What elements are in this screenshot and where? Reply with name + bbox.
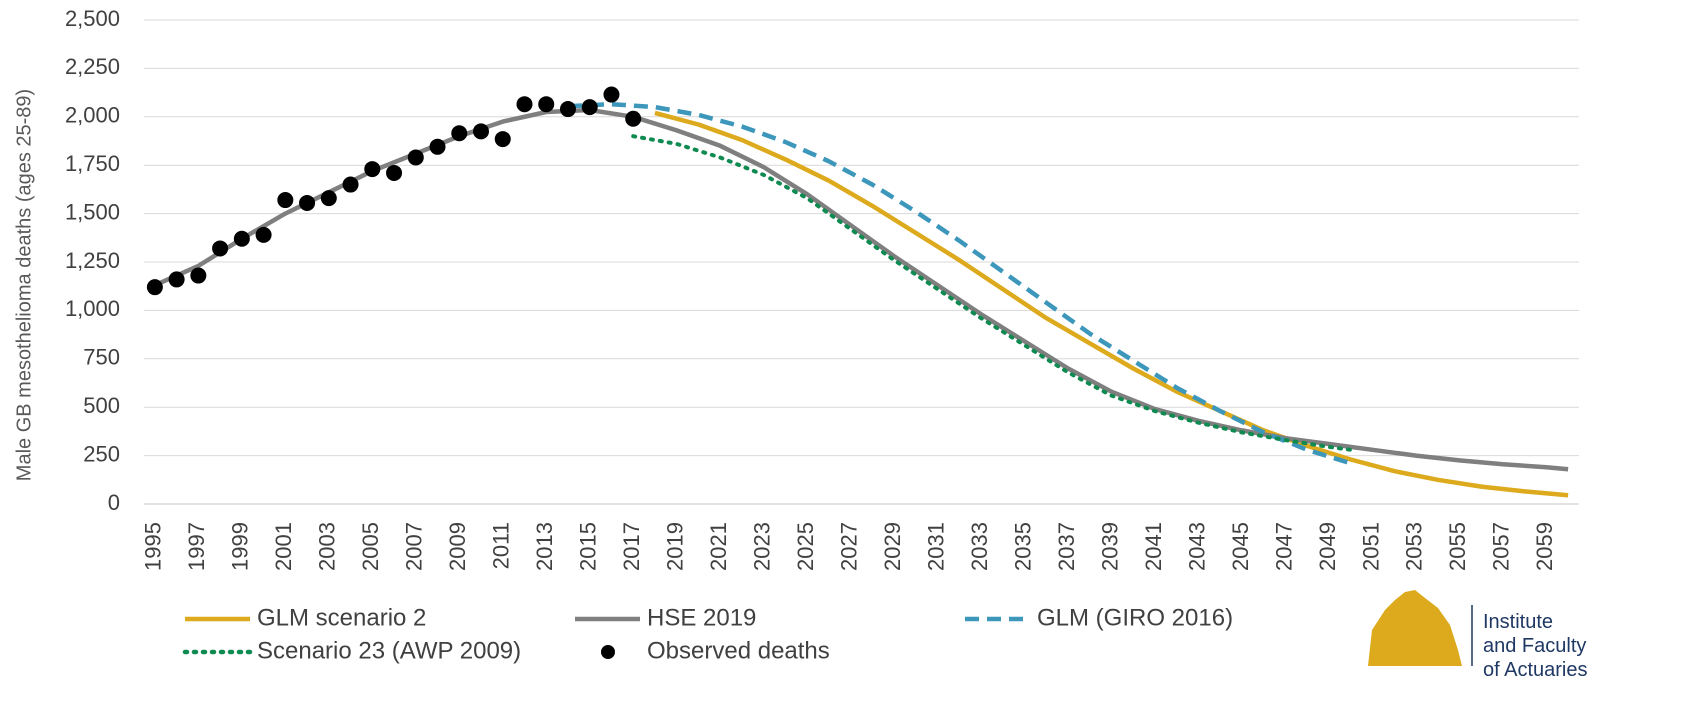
x-tick-label: 2027	[836, 522, 861, 571]
data-point	[212, 240, 229, 257]
legend-label: GLM scenario 2	[257, 604, 426, 631]
x-tick-label: 2011	[489, 522, 514, 569]
x-tick-label: 2041	[1141, 522, 1166, 571]
data-point	[320, 190, 337, 207]
logo-text: of Actuaries	[1483, 659, 1588, 681]
data-point	[451, 125, 468, 142]
x-tick-label: 1997	[184, 522, 209, 571]
data-point	[516, 96, 533, 113]
x-tick-label: 2035	[1010, 522, 1035, 571]
x-tick-label: 2023	[749, 522, 774, 571]
x-tick-label: 2057	[1489, 522, 1514, 571]
series-line	[654, 110, 1569, 498]
x-tick-label: 2021	[706, 522, 731, 571]
series-line	[631, 134, 1353, 452]
x-tick-label: 2047	[1271, 522, 1296, 571]
data-point	[625, 110, 642, 127]
y-tick-label: 750	[83, 345, 120, 370]
y-axis-title: Male GB mesothelioma deaths (ages 25-89)	[13, 89, 35, 481]
x-tick-label: 2009	[445, 522, 470, 571]
data-point	[386, 164, 403, 181]
x-tick-label: 2015	[576, 522, 601, 571]
x-tick-label: 2031	[923, 522, 948, 571]
legend-marker	[601, 645, 615, 659]
data-point	[559, 101, 576, 118]
y-tick-label: 250	[83, 441, 120, 466]
data-point	[603, 86, 620, 103]
logo-crest	[1368, 590, 1462, 666]
legend-label: HSE 2019	[647, 604, 756, 631]
x-tick-label: 2053	[1402, 522, 1427, 571]
x-tick-label: 2013	[532, 522, 557, 571]
logo-text: Institute	[1483, 611, 1553, 633]
x-tick-label: 2051	[1358, 522, 1383, 571]
logo: Institute and Faculty of Actuaries	[1368, 590, 1588, 681]
data-point	[494, 131, 511, 148]
data-point	[429, 138, 446, 155]
data-point	[581, 99, 598, 116]
y-tick-label: 500	[83, 393, 120, 418]
data-point	[538, 96, 555, 113]
data-point	[277, 192, 294, 209]
data-point	[168, 271, 185, 288]
x-tick-label: 2019	[663, 522, 688, 571]
x-tick-label: 2037	[1054, 522, 1079, 571]
legend-label: Scenario 23 (AWP 2009)	[257, 637, 521, 664]
data-point	[473, 123, 490, 140]
x-tick-label: 2029	[880, 522, 905, 571]
x-tick-label: 2049	[1315, 522, 1340, 571]
data-point	[299, 194, 316, 211]
legend-label: Observed deaths	[647, 637, 830, 664]
x-tick-label: 2055	[1445, 522, 1470, 571]
y-tick-label: 1,500	[65, 199, 120, 224]
logo-text: and Faculty	[1483, 635, 1586, 657]
x-tick-label: 2003	[315, 522, 340, 571]
y-tick-label: 2,250	[65, 54, 120, 79]
data-point	[146, 279, 163, 296]
series-line	[153, 107, 1569, 472]
x-tick-label: 2033	[967, 522, 992, 571]
x-tick-label: 2007	[402, 522, 427, 571]
y-tick-label: 1,250	[65, 248, 120, 273]
x-tick-label: 2043	[1184, 522, 1209, 571]
x-tick-label: 2005	[358, 522, 383, 571]
x-tick-label: 2039	[1097, 522, 1122, 571]
series-line	[567, 101, 1352, 466]
y-tick-label: 1,750	[65, 151, 120, 176]
data-point	[233, 230, 250, 247]
y-tick-label: 1,000	[65, 296, 120, 321]
y-tick-label: 2,000	[65, 103, 120, 128]
x-tick-label: 2017	[619, 522, 644, 571]
x-tick-label: 1995	[141, 522, 166, 571]
y-tick-label: 0	[108, 490, 120, 515]
data-point	[190, 267, 207, 284]
x-tick-label: 2059	[1532, 522, 1557, 571]
y-tick-label: 2,500	[65, 6, 120, 31]
x-tick-label: 2025	[793, 522, 818, 571]
data-point	[255, 226, 272, 243]
data-point	[364, 161, 381, 178]
data-point	[407, 149, 424, 166]
data-point	[342, 176, 359, 193]
legend-label: GLM (GIRO 2016)	[1037, 604, 1233, 631]
x-tick-label: 2001	[271, 522, 296, 571]
x-tick-label: 2045	[1228, 522, 1253, 571]
x-tick-label: 1999	[228, 522, 253, 571]
